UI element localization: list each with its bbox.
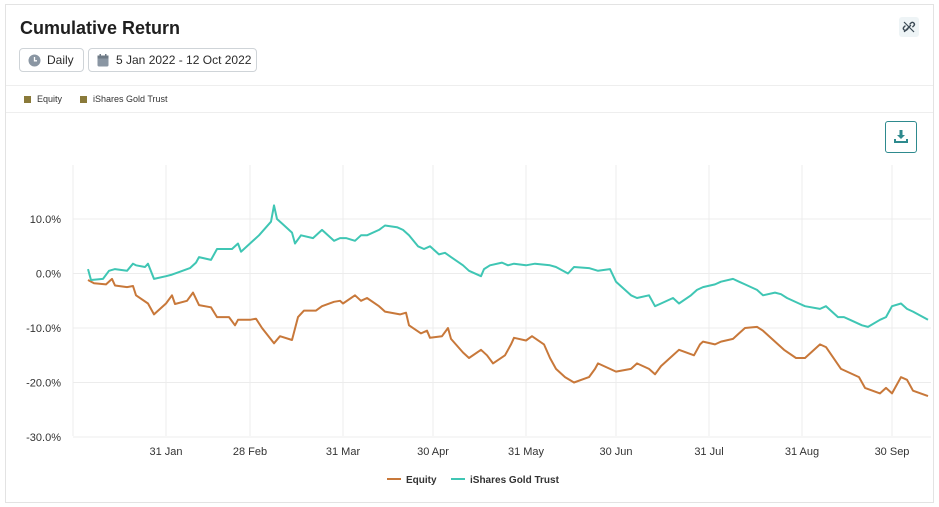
legend-swatch-equity [24,95,31,103]
y-tick-label: -10.0% [26,323,61,335]
cumulative-return-card: Cumulative Return Daily 5 Jan 2022 - 12 … [5,4,934,503]
date-range-label: 5 Jan 2022 - 12 Oct 2022 [116,53,252,67]
legend-bottom-label-gold: iShares Gold Trust [470,475,560,486]
y-tick-label: 10.0% [30,214,61,226]
legend-swatch-gold [80,95,88,103]
legend-item-gold[interactable]: iShares Gold Trust [80,94,168,104]
legend-label-equity: Equity [37,94,63,104]
download-icon [894,130,908,143]
y-tick-label: 0.0% [36,269,61,281]
x-tick-label: 31 Aug [785,446,819,458]
page-title: Cumulative Return [20,18,181,38]
legend-top: Equity iShares Gold Trust [6,85,933,113]
x-tick-label: 31 Mar [326,446,361,458]
series-line-equity [87,277,929,398]
x-tick-label: 31 May [508,446,545,458]
download-button[interactable] [885,121,917,153]
series-line-gold [87,204,929,328]
clock-icon [27,53,41,67]
unlink-icon [902,21,916,33]
x-tick-label: 30 Jun [599,446,632,458]
x-tick-label: 31 Jul [694,446,723,458]
x-tick-label: 31 Jan [149,446,182,458]
x-tick-label: 28 Feb [233,446,267,458]
legend-label-gold: iShares Gold Trust [93,94,168,104]
calendar-icon [96,53,110,67]
x-tick-label: 30 Apr [417,446,449,458]
legend-item-equity[interactable]: Equity [24,94,62,104]
x-tick-label: 30 Sep [875,446,910,458]
date-range-picker[interactable]: 5 Jan 2022 - 12 Oct 2022 [88,48,257,72]
unlink-button[interactable] [899,17,919,37]
frequency-label: Daily [47,53,74,67]
y-tick-label: -20.0% [26,378,61,390]
frequency-select[interactable]: Daily [19,48,84,72]
legend-bottom-label-equity: Equity [406,475,437,486]
y-tick-label: -30.0% [26,432,61,444]
